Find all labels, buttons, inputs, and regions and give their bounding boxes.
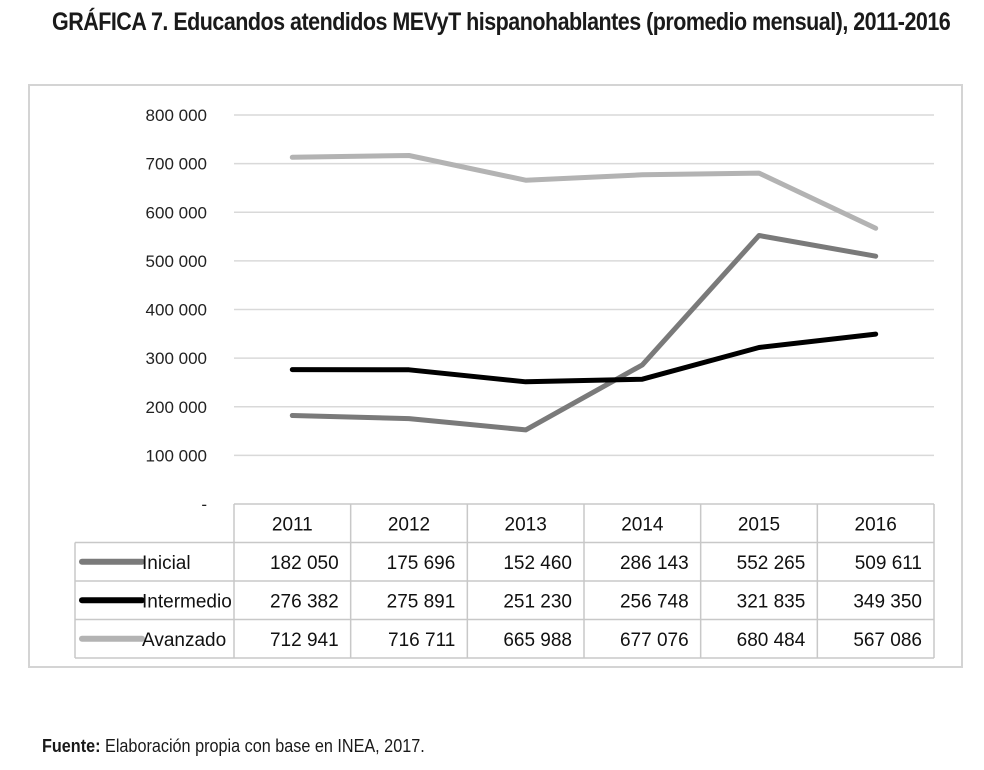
- series-line-intermedio: [289, 331, 879, 385]
- series-line-inicial: [289, 233, 879, 433]
- source-note: Fuente: Elaboración propia con base en I…: [42, 736, 425, 757]
- data-point-intermedio: [873, 332, 878, 337]
- data-point-inicial: [873, 254, 878, 259]
- data-label: 712 941: [270, 630, 339, 651]
- source-text: Elaboración propia con base en INEA, 201…: [105, 736, 425, 756]
- data-label: 716 711: [388, 630, 455, 651]
- data-label: 152 460: [503, 553, 572, 574]
- data-label: 175 696: [387, 553, 456, 574]
- data-label: 275 891: [387, 591, 456, 612]
- y-tick-label: 500 000: [146, 252, 207, 271]
- y-tick-label: 800 000: [146, 106, 207, 125]
- y-tick-label: -: [201, 495, 207, 514]
- data-point-avanzado: [523, 178, 528, 183]
- y-tick-label: 700 000: [146, 155, 207, 174]
- source-label: Fuente:: [42, 736, 101, 756]
- data-point-inicial: [757, 233, 761, 238]
- data-label: 665 988: [503, 630, 572, 651]
- x-tick-label: 2016: [855, 514, 897, 535]
- data-point-inicial: [640, 362, 645, 367]
- data-label: 552 265: [737, 553, 806, 574]
- data-label: 286 143: [620, 553, 689, 574]
- x-tick-label: 2011: [272, 514, 313, 535]
- y-tick-label: 100 000: [146, 446, 207, 465]
- data-label: 321 835: [737, 591, 806, 612]
- x-tick-label: 2015: [738, 514, 780, 535]
- data-point-intermedio: [523, 379, 528, 384]
- y-tick-label: 400 000: [146, 301, 207, 320]
- chart-frame: [28, 84, 963, 668]
- data-point-inicial: [523, 427, 528, 432]
- data-point-avanzado: [640, 172, 645, 177]
- x-tick-label: 2012: [388, 514, 430, 535]
- data-label: 182 050: [270, 553, 339, 574]
- data-label: 509 611: [855, 553, 922, 574]
- data-label: 680 484: [737, 630, 806, 651]
- legend-label: Inicial: [142, 553, 191, 574]
- data-label: 251 230: [503, 591, 572, 612]
- data-label: 349 350: [853, 591, 922, 612]
- legend-label: Avanzado: [142, 630, 226, 651]
- x-tick-label: 2013: [505, 514, 547, 535]
- figure-label: GRÁFICA 7.: [52, 8, 168, 36]
- data-point-avanzado: [290, 155, 295, 160]
- data-label: 567 086: [853, 630, 922, 651]
- data-point-intermedio: [290, 367, 295, 372]
- y-tick-label: 600 000: [146, 203, 207, 222]
- legend-label: Intermedio: [142, 591, 232, 612]
- y-tick-label: 300 000: [146, 349, 207, 368]
- series-line-avanzado: [289, 153, 879, 231]
- data-point-intermedio: [407, 367, 411, 372]
- data-point-inicial: [407, 416, 411, 421]
- chart-title: GRÁFICA 7. Educandos atendidos MEVyT his…: [52, 8, 951, 37]
- data-label: 677 076: [620, 630, 689, 651]
- data-label: 256 748: [620, 591, 689, 612]
- data-point-intermedio: [757, 345, 761, 350]
- data-point-avanzado: [757, 171, 761, 176]
- x-tick-label: 2014: [621, 514, 664, 535]
- figure-title: Educandos atendidos MEVyT hispanohablant…: [173, 8, 951, 36]
- data-point-avanzado: [407, 153, 411, 158]
- y-tick-label: 200 000: [146, 398, 207, 417]
- data-point-inicial: [290, 413, 295, 418]
- data-label: 276 382: [270, 591, 339, 612]
- data-point-avanzado: [873, 226, 878, 231]
- data-point-intermedio: [640, 377, 645, 382]
